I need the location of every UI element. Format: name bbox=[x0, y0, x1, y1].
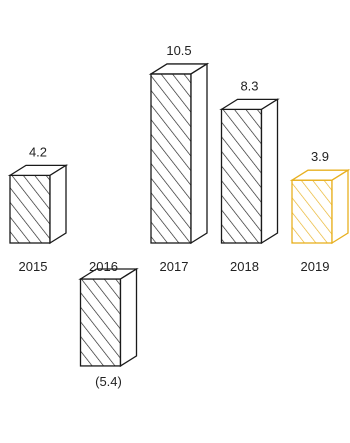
value-label-2016: (5.4) bbox=[95, 374, 122, 389]
bars-group bbox=[7, 62, 350, 368]
value-label-2019: 3.9 bbox=[311, 149, 329, 164]
bar-2016 bbox=[78, 267, 139, 368]
bar-hatch-2016 bbox=[80, 279, 121, 366]
bar-side-2019 bbox=[331, 169, 349, 245]
bar-side-2018 bbox=[260, 98, 279, 245]
value-label-2018: 8.3 bbox=[240, 78, 258, 93]
value-label-2015: 4.2 bbox=[29, 144, 47, 159]
bar-side-2017 bbox=[190, 62, 208, 245]
bar-2017 bbox=[148, 62, 210, 245]
value-label-2017: 10.5 bbox=[166, 43, 191, 58]
category-label-2015: 2015 bbox=[19, 259, 48, 274]
bar-2019 bbox=[289, 169, 350, 245]
bar-hatch-2015 bbox=[10, 175, 50, 243]
category-label-2018: 2018 bbox=[230, 259, 259, 274]
bar-2015 bbox=[7, 164, 69, 245]
category-label-2016: 2016 bbox=[89, 259, 118, 274]
labels-group: 4.2 2015 (5.4) 2016 10.5 2017 8.3 2018 3.9 2019 bbox=[19, 43, 330, 389]
bar-side-2016 bbox=[119, 267, 138, 368]
bar-hatch-2017 bbox=[151, 73, 191, 243]
bar-hatch-2018 bbox=[221, 109, 262, 244]
bar-side-2015 bbox=[49, 164, 67, 245]
category-label-2019: 2019 bbox=[301, 259, 330, 274]
category-label-2017: 2017 bbox=[160, 259, 189, 274]
bar-2018 bbox=[219, 98, 280, 245]
bar-hatch-2019 bbox=[292, 180, 332, 243]
